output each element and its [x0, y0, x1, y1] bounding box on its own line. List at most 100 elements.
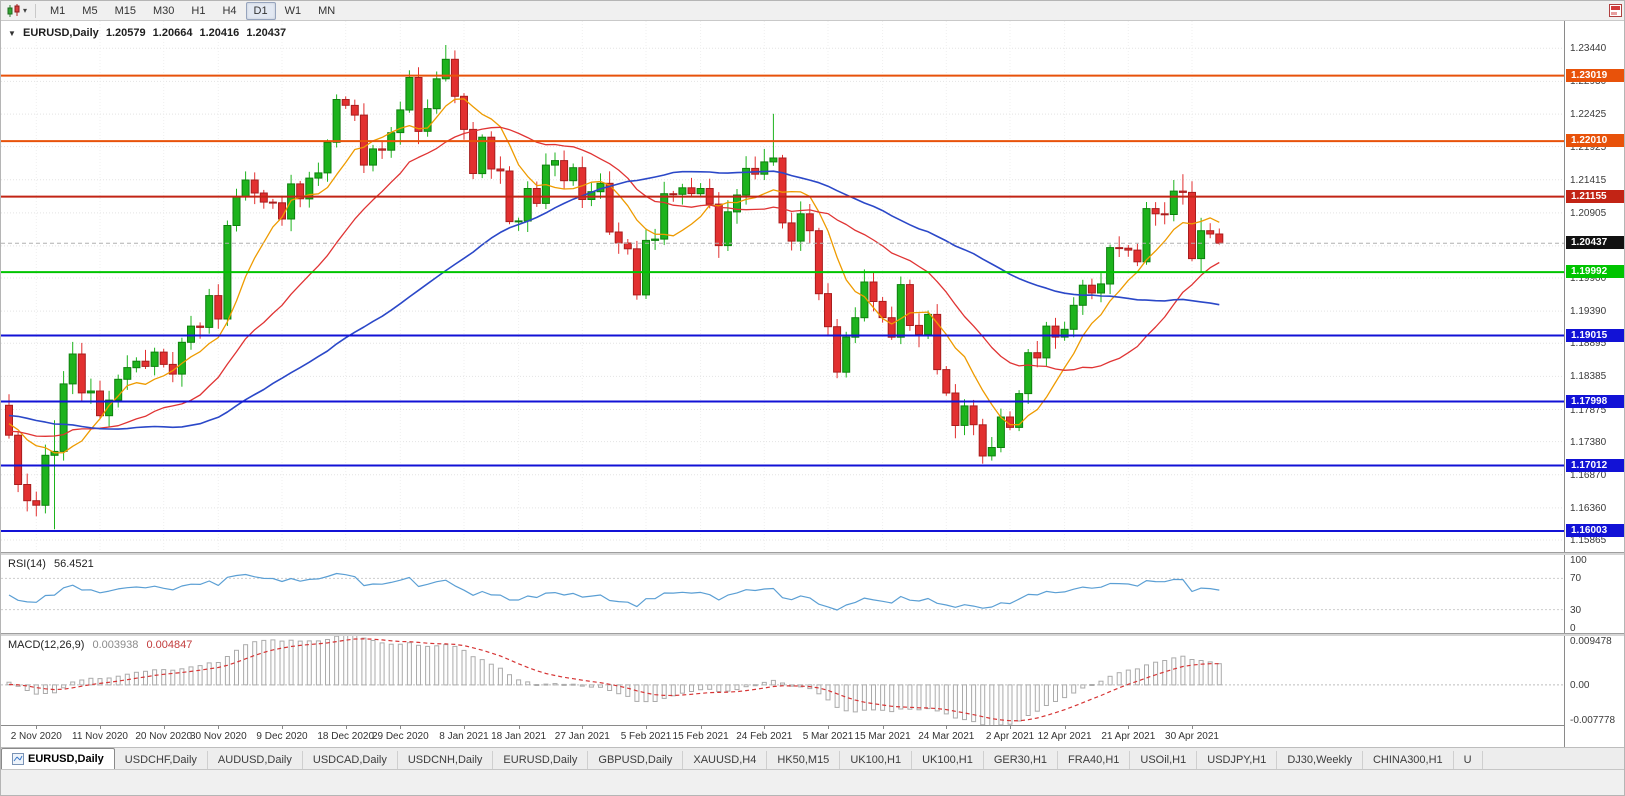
date-label: 12 Apr 2021: [1037, 731, 1092, 742]
rsi-chart[interactable]: [1, 555, 1564, 633]
chart-tab-usoil-h1[interactable]: USOil,H1: [1130, 751, 1198, 769]
chart-type-icon[interactable]: [6, 3, 22, 18]
price-tag-1.16003[interactable]: 1.16003: [1566, 524, 1624, 538]
timeframe-button-d1[interactable]: D1: [245, 1, 276, 20]
toolbar-separator: [35, 3, 37, 18]
macd-signal-line: [8, 638, 1220, 722]
macd-panel[interactable]: MACD(12,26,9) 0.003938 0.004847: [1, 636, 1564, 725]
date-tick: [1010, 726, 1011, 729]
timeframe-button-m30[interactable]: M30: [152, 4, 175, 17]
date-label: 9 Dec 2020: [256, 731, 308, 742]
price-chart-panel[interactable]: [1, 21, 1564, 552]
date-label: 8 Jan 2021: [439, 731, 489, 742]
rsi-line: [8, 572, 1220, 611]
date-label: 18 Jan 2021: [491, 731, 547, 742]
chart-tab-xauusd-h4[interactable]: XAUUSD,H4: [683, 751, 768, 769]
tab-label: UK100,H1: [922, 754, 973, 766]
price-axis-label: 1.18385: [1570, 371, 1607, 383]
macd-signal-value: 0.004847: [146, 639, 193, 651]
price-axis-label: 1.16870: [1570, 469, 1607, 481]
price-tag-1.19992[interactable]: 1.19992: [1566, 265, 1624, 279]
date-label: 30 Nov 2020: [189, 731, 247, 742]
date-label: 24 Mar 2021: [918, 731, 975, 742]
price-tag-1.20437[interactable]: 1.20437: [1566, 236, 1624, 250]
chart-tab-usdjpy-h1[interactable]: USDJPY,H1: [1197, 751, 1278, 769]
chart-tab-eurusd-daily[interactable]: EURUSD,Daily: [493, 751, 589, 769]
price-tag-1.21155[interactable]: 1.21155: [1566, 189, 1624, 203]
window-control-icon[interactable]: [1609, 4, 1622, 17]
chart-tab-gbpusd-daily[interactable]: GBPUSD,Daily: [588, 751, 684, 769]
timeframe-button-m1[interactable]: M1: [50, 4, 66, 17]
date-label: 5 Mar 2021: [802, 731, 854, 742]
timeframe-button-m15[interactable]: M15: [114, 4, 136, 17]
date-tick: [1064, 726, 1066, 729]
timeframe-button-mn[interactable]: MN: [318, 4, 336, 17]
date-tick: [163, 726, 165, 729]
chart-tab-uk100-h1[interactable]: UK100,H1: [840, 751, 913, 769]
price-axis-label: 1.22425: [1570, 109, 1607, 121]
tab-label: XAUUSD,H4: [693, 754, 757, 766]
date-tick: [518, 726, 520, 729]
tab-label: USOil,H1: [1140, 754, 1187, 766]
tab-label: USDCHF,Daily: [124, 754, 197, 766]
macd-axis-label: -0.007778: [1570, 715, 1616, 726]
price-tag-1.22010[interactable]: 1.22010: [1566, 134, 1624, 148]
candlestick-chart[interactable]: [1, 21, 1564, 552]
tab-label: U: [1463, 754, 1472, 766]
date-tick: [1128, 726, 1130, 729]
price-tag-1.17012[interactable]: 1.17012: [1566, 458, 1624, 472]
date-tick: [218, 726, 220, 729]
tab-label: USDCNH,Daily: [407, 754, 483, 766]
price-tag-1.23019[interactable]: 1.23019: [1566, 68, 1624, 82]
chart-tab-fra40-h1[interactable]: FRA40,H1: [1058, 751, 1131, 769]
date-label: 5 Feb 2021: [620, 731, 672, 742]
chart-tab-dj30-weekly[interactable]: DJ30,Weekly: [1277, 751, 1363, 769]
tab-label: EURUSD,Daily: [28, 753, 104, 765]
date-tick: [700, 726, 702, 729]
chart-tab-usdcnh-daily[interactable]: USDCNH,Daily: [397, 751, 494, 769]
chart-tab-ger30-h1[interactable]: GER30,H1: [983, 751, 1059, 769]
tab-label: AUDUSD,Daily: [217, 754, 292, 766]
panel-splitter[interactable]: [1, 552, 1624, 555]
macd-label: MACD(12,26,9) 0.003938 0.004847: [8, 639, 197, 651]
chart-tab-hk50-m15[interactable]: HK50,M15: [767, 751, 841, 769]
rsi-panel[interactable]: RSI(14) 56.4521: [1, 555, 1564, 633]
chart-tab-uk100-h1[interactable]: UK100,H1: [912, 751, 984, 769]
chart-tab-eurusd-daily[interactable]: EURUSD,Daily: [1, 748, 115, 769]
rsi-label: RSI(14) 56.4521: [8, 558, 99, 570]
timeframe-button-m5[interactable]: M5: [82, 4, 98, 17]
price-axis-label: 1.20905: [1570, 207, 1607, 219]
macd-main-value: 0.003938: [92, 639, 139, 651]
date-tick: [764, 726, 766, 729]
date-tick: [36, 726, 38, 729]
timeframe-button-w1[interactable]: W1: [284, 4, 302, 17]
chart-symbol-period: EURUSD,Daily: [22, 27, 99, 39]
chart-tab-usdcad-daily[interactable]: USDCAD,Daily: [302, 751, 398, 769]
date-tick: [582, 726, 584, 729]
macd-chart[interactable]: [1, 636, 1564, 725]
macd-name: MACD(12,26,9): [8, 639, 85, 651]
ohlc-low: 1.20416: [199, 27, 240, 39]
price-axis-label: 1.18895: [1570, 338, 1607, 350]
timeframe-button-h1[interactable]: H1: [191, 4, 206, 17]
panel-splitter[interactable]: [1, 633, 1624, 636]
date-label: 21 Apr 2021: [1101, 731, 1156, 742]
price-scale[interactable]: 1.23440 1.22930 1.22425 1.21925 1.21415 1.209…: [1564, 21, 1624, 747]
timeframe-button-h4[interactable]: H4: [222, 4, 237, 17]
chart-tab-china300-h1[interactable]: CHINA300,H1: [1362, 751, 1454, 769]
chart-tab-u[interactable]: U: [1453, 751, 1483, 769]
date-label: 20 Nov 2020: [135, 731, 193, 742]
dropdown-caret-icon[interactable]: ▾: [23, 6, 28, 15]
tab-label: EURUSD,Daily: [503, 754, 578, 766]
price-axis-label: 1.15865: [1570, 534, 1607, 546]
chart-tab-usdchf-daily[interactable]: USDCHF,Daily: [114, 751, 208, 769]
price-tag-1.17998[interactable]: 1.17998: [1566, 394, 1624, 408]
date-label: 2 Nov 2020: [10, 731, 62, 742]
date-tick: [464, 726, 465, 729]
date-axis[interactable]: 2 Nov 2020 11 Nov 2020 20 Nov 2020 30 Nov 2…: [1, 725, 1564, 747]
chart-tab-audusd-daily[interactable]: AUDUSD,Daily: [207, 751, 303, 769]
price-tag-1.19015[interactable]: 1.19015: [1566, 328, 1624, 342]
ma-50-line: [8, 170, 1220, 430]
price-axis-label: 1.23440: [1570, 43, 1607, 55]
